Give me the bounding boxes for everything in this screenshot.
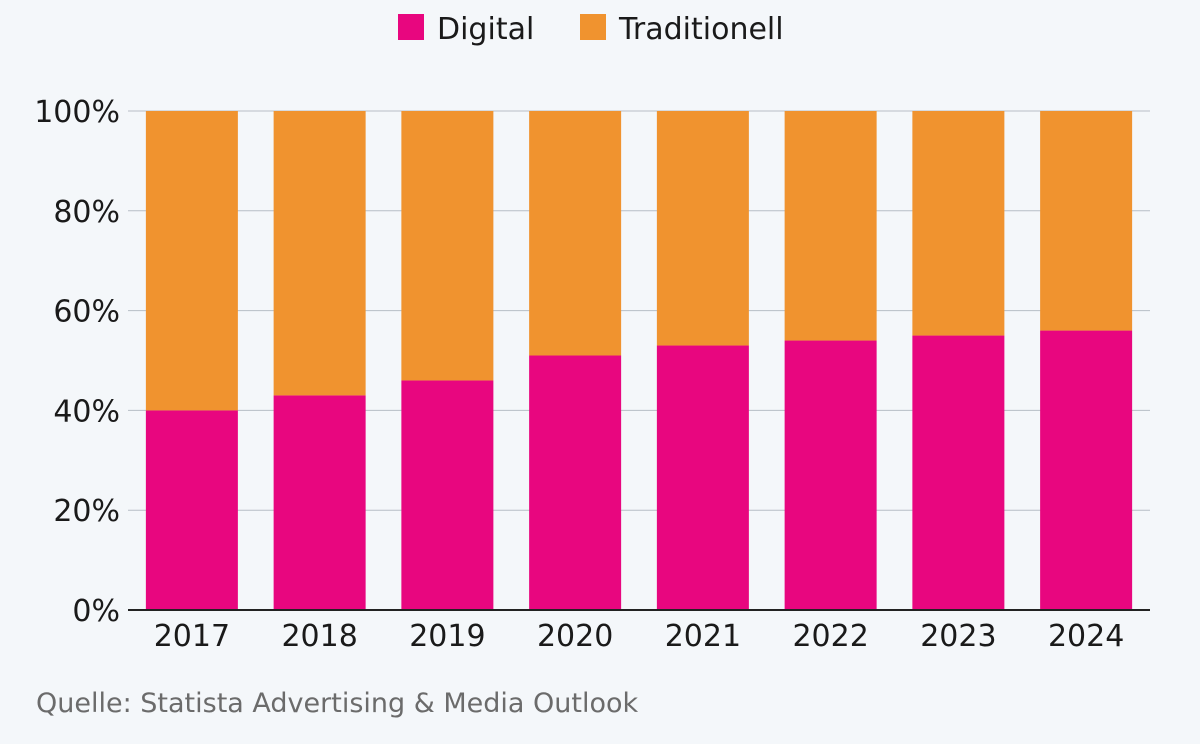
y-tick-label-100: 100% [34, 95, 120, 130]
x-tick-label-2021: 2021 [665, 619, 741, 654]
x-tick-label-2023: 2023 [920, 619, 996, 654]
bar-digital-2021 [656, 345, 749, 610]
y-tick-label-60: 60% [53, 295, 120, 330]
bar-traditionell-2017 [145, 111, 238, 411]
legend: Digital Traditionell [398, 12, 784, 47]
x-tick-label-2018: 2018 [281, 619, 357, 654]
y-tick-label-20: 20% [53, 494, 120, 529]
bar-traditionell-2018 [273, 111, 366, 396]
x-tick-label-2019: 2019 [409, 619, 485, 654]
bar-digital-2022 [784, 340, 877, 610]
bar-traditionell-2019 [401, 111, 494, 381]
legend-label-traditionell: Traditionell [618, 12, 784, 47]
bar-traditionell-2021 [656, 111, 749, 346]
source-note: Quelle: Statista Advertising & Media Out… [36, 688, 639, 719]
y-tick-label-40: 40% [53, 394, 120, 429]
y-tick-label-80: 80% [53, 195, 120, 230]
bar-traditionell-2020 [529, 111, 622, 356]
x-tick-label-2020: 2020 [537, 619, 613, 654]
bar-digital-2019 [401, 380, 494, 610]
bar-traditionell-2024 [1040, 111, 1133, 331]
bar-digital-2023 [912, 335, 1005, 610]
bar-digital-2024 [1040, 330, 1133, 610]
x-tick-label-2022: 2022 [792, 619, 868, 654]
bar-traditionell-2023 [912, 111, 1005, 336]
bar-digital-2018 [273, 395, 366, 610]
legend-swatch-traditionell [580, 14, 606, 40]
x-axis: 2017 2018 2019 2020 2021 2022 2023 2024 [154, 619, 1125, 654]
x-tick-label-2017: 2017 [154, 619, 230, 654]
bar-digital-2020 [529, 355, 622, 610]
legend-label-digital: Digital [437, 12, 534, 47]
bar-traditionell-2022 [784, 111, 877, 341]
legend-swatch-digital [398, 14, 424, 40]
bar-digital-2017 [145, 410, 238, 610]
bar-chart-svg: Digital Traditionell 0% 20% 40% 60% 80% 100% 2… [34, 12, 1150, 654]
bars [145, 111, 1133, 610]
y-tick-label-0: 0% [72, 594, 120, 629]
y-axis: 0% 20% 40% 60% 80% 100% [34, 95, 120, 629]
x-tick-label-2024: 2024 [1048, 619, 1124, 654]
